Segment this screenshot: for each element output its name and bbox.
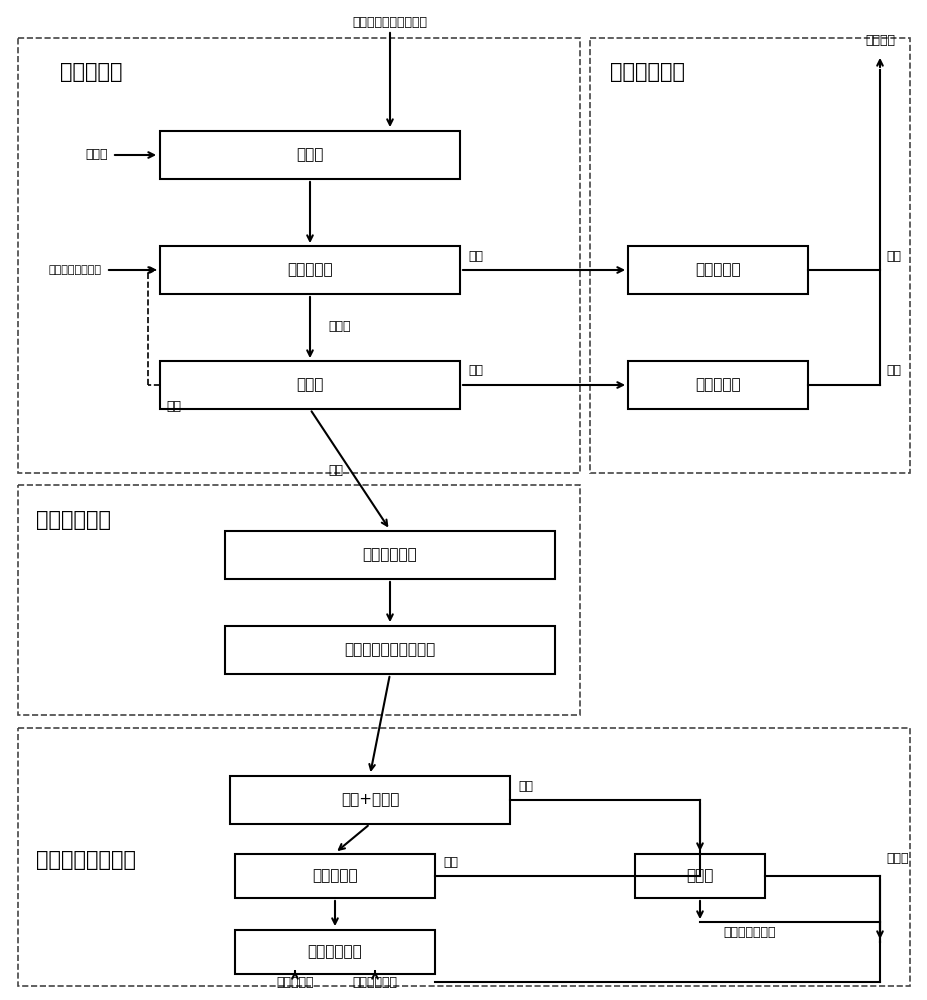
- Text: 喷雾干燥器: 喷雾干燥器: [695, 377, 741, 392]
- Text: 催化氧化装置: 催化氧化装置: [362, 548, 417, 562]
- Text: 管式膜: 管式膜: [297, 377, 324, 392]
- Bar: [628, 246, 808, 294]
- Text: 混凝沉淀池: 混凝沉淀池: [287, 262, 333, 277]
- Bar: [18, 728, 910, 986]
- Text: 产水池: 产水池: [686, 868, 714, 884]
- Text: 回用水: 回用水: [886, 852, 908, 864]
- Text: 调节池: 调节池: [297, 147, 324, 162]
- Bar: [160, 361, 460, 409]
- Text: 加盐酸: 加盐酸: [85, 148, 108, 161]
- Text: 硫酸钠结晶盐: 硫酸钠结晶盐: [352, 976, 398, 988]
- Text: 浓水: 浓水: [166, 400, 181, 414]
- Text: 上清液: 上清液: [328, 320, 350, 334]
- Bar: [18, 38, 580, 473]
- Text: 污泥处理单元: 污泥处理单元: [610, 62, 685, 82]
- Bar: [235, 930, 435, 974]
- Text: 深度回用处理单元: 深度回用处理单元: [36, 850, 136, 870]
- Text: 回用于生产工序: 回用于生产工序: [724, 926, 776, 938]
- Bar: [18, 485, 580, 715]
- Bar: [225, 531, 555, 579]
- Text: 固废: 固废: [886, 364, 901, 377]
- Text: 高含盐高有机印染废水: 高含盐高有机印染废水: [352, 15, 427, 28]
- Text: 板框压滤机: 板框压滤机: [695, 262, 741, 277]
- Text: 预处理单元: 预处理单元: [60, 62, 122, 82]
- Text: 精制工业盐: 精制工业盐: [276, 976, 313, 988]
- Text: 生化处理单元: 生化处理单元: [36, 510, 111, 530]
- Bar: [230, 776, 510, 824]
- Bar: [590, 38, 910, 473]
- Text: 加混凝剂、助凝剂: 加混凝剂、助凝剂: [49, 265, 102, 275]
- Text: 排泥: 排泥: [468, 249, 483, 262]
- Text: 固废中心: 固废中心: [865, 34, 895, 47]
- Text: 浓水: 浓水: [468, 364, 483, 377]
- Bar: [628, 361, 808, 409]
- Text: 好氧管式膜生物反应器: 好氧管式膜生物反应器: [344, 643, 436, 658]
- Text: 产水: 产水: [518, 780, 533, 792]
- Text: 产水: 产水: [443, 856, 458, 868]
- Text: 产水: 产水: [328, 464, 343, 477]
- Bar: [160, 246, 460, 294]
- Bar: [635, 854, 765, 898]
- Bar: [225, 626, 555, 674]
- Text: 电驱动装置: 电驱动装置: [312, 868, 358, 884]
- Text: 超滤+反渗透: 超滤+反渗透: [341, 792, 400, 808]
- Text: 固废: 固废: [886, 249, 901, 262]
- Bar: [160, 131, 460, 179]
- Text: 蒸发结晶装置: 蒸发结晶装置: [308, 944, 362, 960]
- Bar: [235, 854, 435, 898]
